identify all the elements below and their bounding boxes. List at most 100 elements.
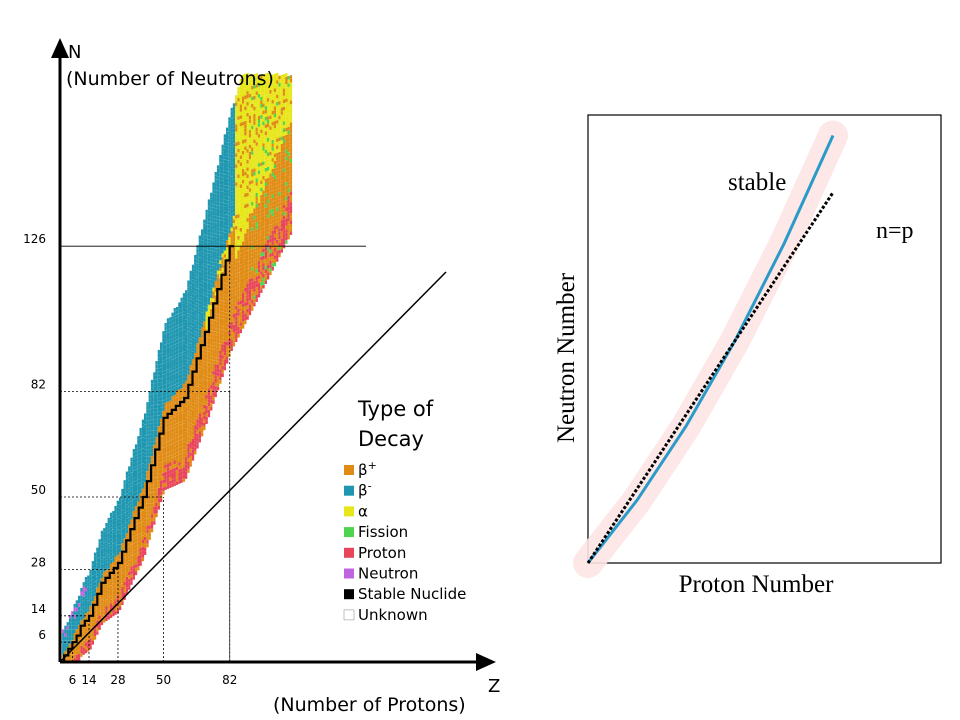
nuclide-cell-e08c14 bbox=[271, 259, 274, 264]
nuclide-cell-e6e619 bbox=[246, 225, 249, 229]
nuclide-cell-e8445a bbox=[237, 308, 240, 313]
nuclide-cell-1f97b0 bbox=[205, 246, 208, 250]
nuclide-cell-e8445a bbox=[280, 223, 283, 228]
nuclide-cell-1f97b0 bbox=[155, 408, 158, 412]
nuclide-cell-e08c14 bbox=[232, 277, 236, 282]
nuclide-cell-4fd44f bbox=[282, 128, 286, 133]
nuclide-cell-e08c14 bbox=[264, 178, 267, 183]
nuclide-cell-1f97b0 bbox=[100, 545, 104, 549]
nuclide-cell-1f97b0 bbox=[139, 453, 142, 457]
nuclide-cell-e08c14 bbox=[180, 403, 183, 407]
nuclide-cell-e08c14 bbox=[271, 256, 274, 260]
nuclide-cell-1f97b0 bbox=[191, 355, 195, 359]
nuclide-cell-1f97b0 bbox=[144, 475, 147, 479]
nuclide-cell-e08c14 bbox=[103, 579, 106, 583]
nuclide-cell-1f97b0 bbox=[160, 411, 163, 415]
nuclide-cell-e6e619 bbox=[287, 119, 290, 124]
nuclide-cell-e08c14 bbox=[130, 537, 133, 542]
nuclide-cell-e8445a bbox=[253, 280, 256, 285]
nuclide-cell-e6e619 bbox=[267, 159, 270, 164]
nuclide-cell-e8445a bbox=[239, 322, 242, 326]
nuclide-cell-e08c14 bbox=[103, 611, 106, 616]
nuclide-cell-e8445a bbox=[278, 250, 281, 254]
nuclide-cell-e08c14 bbox=[214, 335, 217, 339]
nuclide-cell-e08c14 bbox=[223, 323, 226, 327]
nuclide-cell-1f97b0 bbox=[226, 142, 229, 146]
nuclide-cell-e6e619 bbox=[273, 91, 277, 96]
nuclide-cell-e8445a bbox=[89, 642, 92, 646]
nuclide-cell-4fd44f bbox=[264, 265, 267, 270]
nuclide-cell-1f97b0 bbox=[189, 361, 192, 366]
nuclide-cell-1f97b0 bbox=[182, 343, 186, 348]
nuclide-cell-1f97b0 bbox=[162, 374, 165, 379]
nuclide-cell-1f97b0 bbox=[119, 548, 122, 552]
nuclide-cell-e6e619 bbox=[285, 73, 288, 77]
nuclide-cell-e6e619 bbox=[255, 163, 258, 168]
nuclide-cell-1f97b0 bbox=[128, 520, 131, 525]
nuclide-cell-e6e619 bbox=[285, 91, 288, 95]
nuclide-cell-1f97b0 bbox=[226, 163, 229, 168]
nuclide-cell-e8445a bbox=[257, 293, 261, 298]
nuclide-cell-e08c14 bbox=[278, 75, 281, 80]
nuclide-cell-e08c14 bbox=[269, 90, 272, 94]
nuclide-cell-1f97b0 bbox=[191, 344, 195, 349]
nuclide-cell-1f97b0 bbox=[119, 501, 122, 505]
nuclide-cell-e08c14 bbox=[201, 432, 204, 437]
nuclide-cell-e08c14 bbox=[160, 476, 163, 481]
nuclide-cell-e6e619 bbox=[271, 136, 274, 140]
nuclide-cell-e08c14 bbox=[121, 576, 124, 580]
nuclide-cell-1f97b0 bbox=[160, 400, 163, 405]
nuclide-cell-e6e619 bbox=[285, 109, 288, 114]
nuclide-cell-e08c14 bbox=[242, 285, 245, 289]
nuclide-cell-1f97b0 bbox=[160, 356, 163, 361]
nuclide-cell-e08c14 bbox=[232, 295, 236, 300]
nuclide-cell-e08c14 bbox=[246, 192, 249, 197]
nuclide-cell-e6e619 bbox=[251, 114, 254, 119]
nuclide-cell-e08c14 bbox=[221, 326, 224, 330]
nuclide-cell-1f97b0 bbox=[141, 426, 145, 431]
nuclide-cell-1f97b0 bbox=[230, 176, 233, 181]
nuclide-cell-e08c14 bbox=[269, 151, 272, 156]
nuclide-cell-1f97b0 bbox=[223, 210, 226, 215]
nuclide-cell-e08c14 bbox=[267, 98, 270, 102]
nuclide-cell-e6e619 bbox=[246, 196, 249, 200]
nuclide-cell-e8445a bbox=[212, 400, 215, 404]
nuclide-cell-1f97b0 bbox=[155, 372, 158, 376]
nuclide-cell-1f97b0 bbox=[66, 636, 69, 641]
nuclide-cell-e08c14 bbox=[242, 172, 245, 177]
nuclide-cell-e08c14 bbox=[194, 400, 197, 404]
nuclide-cell-1f97b0 bbox=[137, 487, 140, 491]
nuclide-cell-e08c14 bbox=[114, 593, 117, 597]
nuclide-cell-e08c14 bbox=[273, 200, 277, 205]
nuclide-cell-1f97b0 bbox=[180, 297, 183, 302]
nuclide-cell-e8445a bbox=[276, 250, 279, 255]
nuclide-cell-e8445a bbox=[255, 280, 258, 284]
nuclide-cell-e08c14 bbox=[162, 443, 165, 448]
nuclide-cell-e8445a bbox=[185, 475, 188, 479]
nuclide-cell-e6e619 bbox=[276, 76, 279, 81]
nuclide-cell-e08c14 bbox=[134, 506, 138, 510]
nuclide-cell-4fd44f bbox=[276, 102, 279, 106]
nuclide-cell-1f97b0 bbox=[226, 222, 229, 226]
nuclide-cell-e8445a bbox=[219, 351, 222, 355]
nuclide-cell-1f97b0 bbox=[153, 401, 156, 405]
nuclide-cell-1f97b0 bbox=[228, 120, 231, 125]
nuclide-cell-1f97b0 bbox=[134, 480, 138, 485]
nuclide-cell-e08c14 bbox=[169, 455, 172, 459]
nuclide-cell-e08c14 bbox=[130, 519, 133, 524]
nuclide-cell-e8445a bbox=[237, 312, 240, 316]
nuclide-cell-e8445a bbox=[203, 422, 206, 427]
nuclide-cell-e08c14 bbox=[134, 546, 138, 550]
nuclide-cell-1f97b0 bbox=[185, 304, 188, 309]
nuclide-cell-e08c14 bbox=[289, 78, 293, 83]
nuclide-cell-e08c14 bbox=[280, 147, 283, 152]
nuclide-cell-e08c14 bbox=[109, 599, 113, 604]
nuclide-cell-e08c14 bbox=[93, 618, 97, 622]
nuclide-cell-e08c14 bbox=[185, 406, 188, 410]
nuclide-cell-1f97b0 bbox=[153, 419, 156, 424]
nuclide-cell-1f97b0 bbox=[162, 360, 165, 364]
nuclide-cell-e6e619 bbox=[271, 125, 274, 129]
nuclide-cell-1f97b0 bbox=[123, 520, 126, 524]
nuclide-cell-e08c14 bbox=[137, 541, 140, 545]
nuclide-cell-1f97b0 bbox=[66, 633, 69, 637]
